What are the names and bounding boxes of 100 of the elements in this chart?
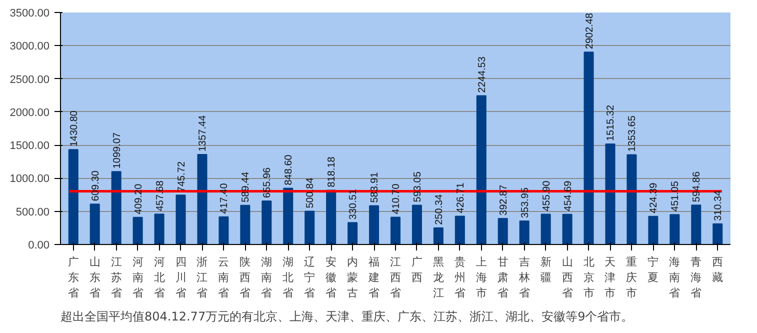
data-label: 500.84 — [305, 177, 316, 208]
bar — [498, 218, 508, 244]
bar — [412, 204, 422, 244]
data-label: 454.69 — [562, 180, 574, 212]
x-tick-label: 陕西省 — [240, 256, 251, 300]
x-tick-label: 福建省 — [368, 256, 380, 300]
x-tick-label: 黑龙江 — [432, 256, 444, 300]
bar — [132, 216, 143, 244]
x-tick-label: 安徽省 — [326, 256, 337, 300]
bar — [691, 204, 702, 244]
data-label: 457.68 — [154, 180, 166, 212]
data-label: 745.72 — [176, 161, 188, 192]
data-label: 1099.07 — [112, 132, 123, 169]
bar — [626, 154, 637, 244]
x-tick-label: 重庆市 — [626, 256, 638, 300]
x-tick-label: 山西省 — [562, 256, 573, 300]
x-tick-label: 甘肃省 — [497, 256, 508, 300]
bar — [476, 95, 486, 244]
bar — [90, 204, 100, 244]
x-tick-label: 江西省 — [390, 256, 401, 300]
x-tick-label: 广东省 — [68, 256, 79, 300]
x-tick-label: 山东省 — [89, 256, 100, 300]
bar — [111, 171, 122, 244]
data-label: 353.95 — [520, 187, 531, 218]
data-label: 589.44 — [240, 171, 252, 202]
y-tick-label: 0.00 — [28, 240, 50, 252]
bar — [670, 214, 680, 244]
bar — [454, 216, 465, 244]
bar — [304, 210, 315, 244]
x-tick-label: 新疆 — [540, 256, 552, 284]
data-label: 451.05 — [670, 180, 682, 212]
y-tick-label: 500.00 — [16, 206, 50, 218]
data-label: 583.91 — [370, 172, 381, 203]
x-tick-label: 贵州省 — [454, 256, 466, 300]
data-label: 818.18 — [326, 156, 338, 188]
bar — [584, 52, 594, 244]
x-tick-label: 河南省 — [132, 256, 144, 300]
y-tick-label: 1000.00 — [10, 173, 50, 186]
data-label: 410.70 — [391, 183, 402, 214]
y-tick-label: 3000.00 — [10, 40, 50, 53]
x-tick-label: 湖北省 — [282, 256, 294, 300]
bar — [197, 154, 208, 244]
data-label: 848.60 — [284, 154, 295, 186]
data-label: 417.40 — [219, 182, 230, 214]
x-tick-label: 辽宁省 — [304, 256, 316, 300]
x-tick-label: 青海省 — [690, 256, 702, 300]
data-label: 609.30 — [90, 170, 102, 202]
x-tick-label: 西藏 — [712, 256, 724, 284]
data-label: 424.39 — [648, 182, 660, 214]
data-label: 330.51 — [348, 188, 360, 220]
bar — [283, 188, 294, 244]
y-tick-label: 2000.00 — [10, 106, 50, 119]
bar — [519, 220, 530, 244]
data-label: 392.87 — [498, 184, 510, 216]
x-tick-label: 吉林省 — [518, 256, 530, 300]
bar — [562, 214, 572, 244]
x-tick-label: 内蒙古 — [347, 256, 358, 300]
x-tick-label: 云南省 — [218, 256, 230, 300]
bar — [326, 190, 336, 244]
data-label: 455.90 — [541, 180, 552, 212]
x-tick-label: 宁夏 — [648, 256, 659, 284]
bar — [369, 205, 380, 244]
bar — [68, 149, 78, 244]
bar — [262, 200, 272, 244]
data-label: 655.96 — [262, 166, 274, 198]
data-label: 310.34 — [713, 190, 724, 221]
data-label: 2902.48 — [584, 12, 596, 50]
bar — [154, 214, 164, 244]
bar — [348, 222, 358, 244]
bar — [648, 216, 658, 244]
data-label: 1515.32 — [606, 104, 617, 142]
bar — [218, 216, 229, 244]
x-tick-label: 四川省 — [175, 256, 186, 300]
x-tick-label: 河北省 — [154, 256, 165, 300]
data-label: 593.05 — [412, 171, 424, 202]
data-label: 1353.65 — [627, 115, 638, 152]
x-tick-label: 海南省 — [669, 256, 680, 300]
bar — [433, 227, 444, 244]
bar — [712, 223, 723, 244]
bar — [176, 194, 186, 244]
data-label: 594.86 — [692, 171, 703, 202]
x-tick-label: 江苏省 — [110, 256, 122, 300]
x-tick-label: 浙江省 — [196, 256, 208, 300]
data-label: 250.34 — [434, 194, 445, 225]
y-tick-label: 2500.00 — [10, 74, 50, 86]
x-tick-label: 天津市 — [604, 256, 616, 300]
bar — [390, 216, 401, 244]
bar — [605, 144, 616, 244]
data-label: 1357.44 — [198, 114, 209, 152]
x-tick-label: 上海市 — [476, 256, 487, 300]
bar — [540, 214, 551, 244]
x-tick-label: 北京市 — [583, 256, 594, 300]
x-tick-label: 湖南省 — [261, 256, 272, 300]
data-label: 2244.53 — [476, 56, 488, 93]
data-label: 1430.80 — [68, 110, 80, 147]
x-tick-label: 广西 — [411, 256, 422, 284]
bar — [240, 204, 250, 244]
text: 超出全国平均值804.12.77万元的有北京、上海、天津、重庆、广东、江苏、浙江、湖北、安徽等9个省市。 — [60, 310, 634, 324]
y-tick-label: 1500.00 — [10, 140, 50, 152]
y-tick-label: 3500.00 — [10, 8, 50, 20]
